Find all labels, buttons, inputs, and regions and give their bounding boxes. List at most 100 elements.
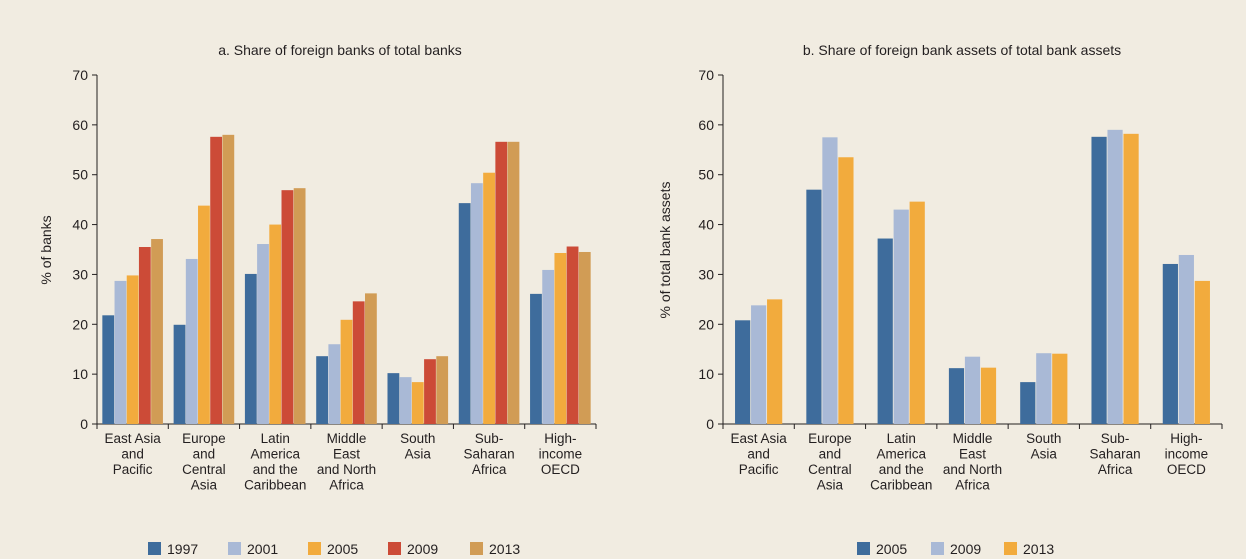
x-category-label: Latin America and the Caribbean [870,431,932,493]
chart-panel-b: b. Share of foreign bank assets of total… [657,42,1223,557]
legend: 1997 2001 2005 2009 2013 [148,541,520,557]
bar-2013 [838,157,854,424]
bar-2013 [909,201,925,424]
bar-2013 [1123,133,1139,424]
bar-2001 [542,269,555,424]
x-category-label: East Asia and Pacific [105,431,162,477]
bar-2001 [114,280,127,424]
legend-swatch [148,542,161,555]
legend-swatch [1004,542,1017,555]
bar-2009 [566,246,579,424]
bar-2009 [281,190,294,424]
bar-2009 [822,137,838,424]
x-category-label: Europe and Central Asia [808,431,852,493]
bar-1997 [102,315,115,424]
y-tick-label: 0 [706,416,714,432]
y-tick-label: 50 [72,167,88,183]
y-tick-label: 70 [698,67,714,83]
legend-swatch [228,542,241,555]
legend-label: 2013 [489,541,520,557]
y-tick-label: 70 [72,67,88,83]
bar-2005 [877,238,893,424]
bar-2013 [507,141,520,424]
y-tick-label: 40 [698,217,714,233]
bar-2001 [328,344,341,424]
bars [735,129,1210,424]
bar-2005 [1091,136,1107,424]
y-tick-label: 10 [72,366,88,382]
legend: 2005 2009 2013 [857,541,1054,557]
category-labels: East Asia and Pacific Europe and Central Asia L… [105,431,583,493]
bar-2001 [470,183,483,424]
bar-1997 [173,324,186,424]
legend-label: 2013 [1023,541,1054,557]
legend-label: 2005 [876,541,907,557]
bar-2009 [1107,129,1123,424]
x-category-label: Latin America and the Caribbean [244,431,306,493]
y-tick-label: 60 [72,117,88,133]
legend-swatch [857,542,870,555]
x-category-label: South Asia [1026,431,1061,462]
bars [102,134,591,424]
chart-title: a. Share of foreign banks of total banks [218,42,462,58]
x-category-label: South Asia [400,431,435,462]
bar-2013 [436,356,449,424]
bar-2009 [964,356,981,424]
bar-2001 [399,377,412,424]
bar-2009 [751,305,767,424]
chart-title: b. Share of foreign bank assets of total… [803,42,1121,58]
bar-2013 [293,188,306,424]
legend-label: 2009 [950,541,981,557]
bar-2009 [893,209,909,424]
y-tick-label: 50 [698,167,714,183]
bar-2001 [257,244,269,424]
bar-2005 [1162,263,1178,424]
x-category-label: Middle East and North Africa [943,431,1002,493]
bar-2005 [735,320,751,424]
bar-2009 [1178,254,1194,424]
y-axis-label: % of banks [38,215,54,284]
y-tick-label: 0 [80,416,88,432]
legend-swatch [308,542,321,555]
legend-swatch [931,542,944,555]
x-category-label: High-income OECD [1165,431,1209,477]
bar-2013 [1194,280,1210,424]
bar-1997 [316,356,328,424]
legend-swatch [388,542,401,555]
y-tick-label: 60 [698,117,714,133]
y-axis-label: % of total bank assets [657,182,673,319]
y-tick-label: 30 [698,266,714,282]
bar-2009 [138,247,151,424]
legend-swatch [470,542,483,555]
y-tick-label: 20 [698,316,714,332]
bar-2009 [495,141,508,424]
bar-2005 [1020,382,1036,424]
legend-label: 2005 [327,541,358,557]
bar-2009 [424,359,436,424]
chart-panel-a: a. Share of foreign banks of total banks… [38,42,597,557]
bar-2013 [151,239,163,424]
y-axis-ticks: 0 10 20 30 40 50 60 70 [72,67,597,432]
legend-label: 1997 [167,541,198,557]
y-tick-label: 20 [72,316,88,332]
x-category-label: Sub-Saharan Africa [464,431,515,477]
x-category-label: East Asia and Pacific [731,431,788,477]
bar-2013 [767,299,783,424]
bar-2005 [269,224,282,424]
bar-2013 [222,134,235,424]
bar-2013 [578,251,591,424]
bar-2005 [340,319,353,424]
bar-2005 [554,252,567,424]
bar-2009 [1036,353,1052,424]
bar-1997 [458,203,471,424]
legend-label: 2009 [407,541,438,557]
category-labels: East Asia and Pacific Europe and Central Asia L… [731,431,1209,493]
x-category-label: High-income OECD [539,431,583,477]
x-category-label: Sub-Saharan Africa [1090,431,1141,477]
x-category-label: Middle East and North Africa [317,431,376,493]
bar-1997 [244,273,257,424]
bar-2009 [352,301,365,424]
y-tick-label: 30 [72,266,88,282]
legend-label: 2001 [247,541,278,557]
bar-2005 [198,205,210,424]
